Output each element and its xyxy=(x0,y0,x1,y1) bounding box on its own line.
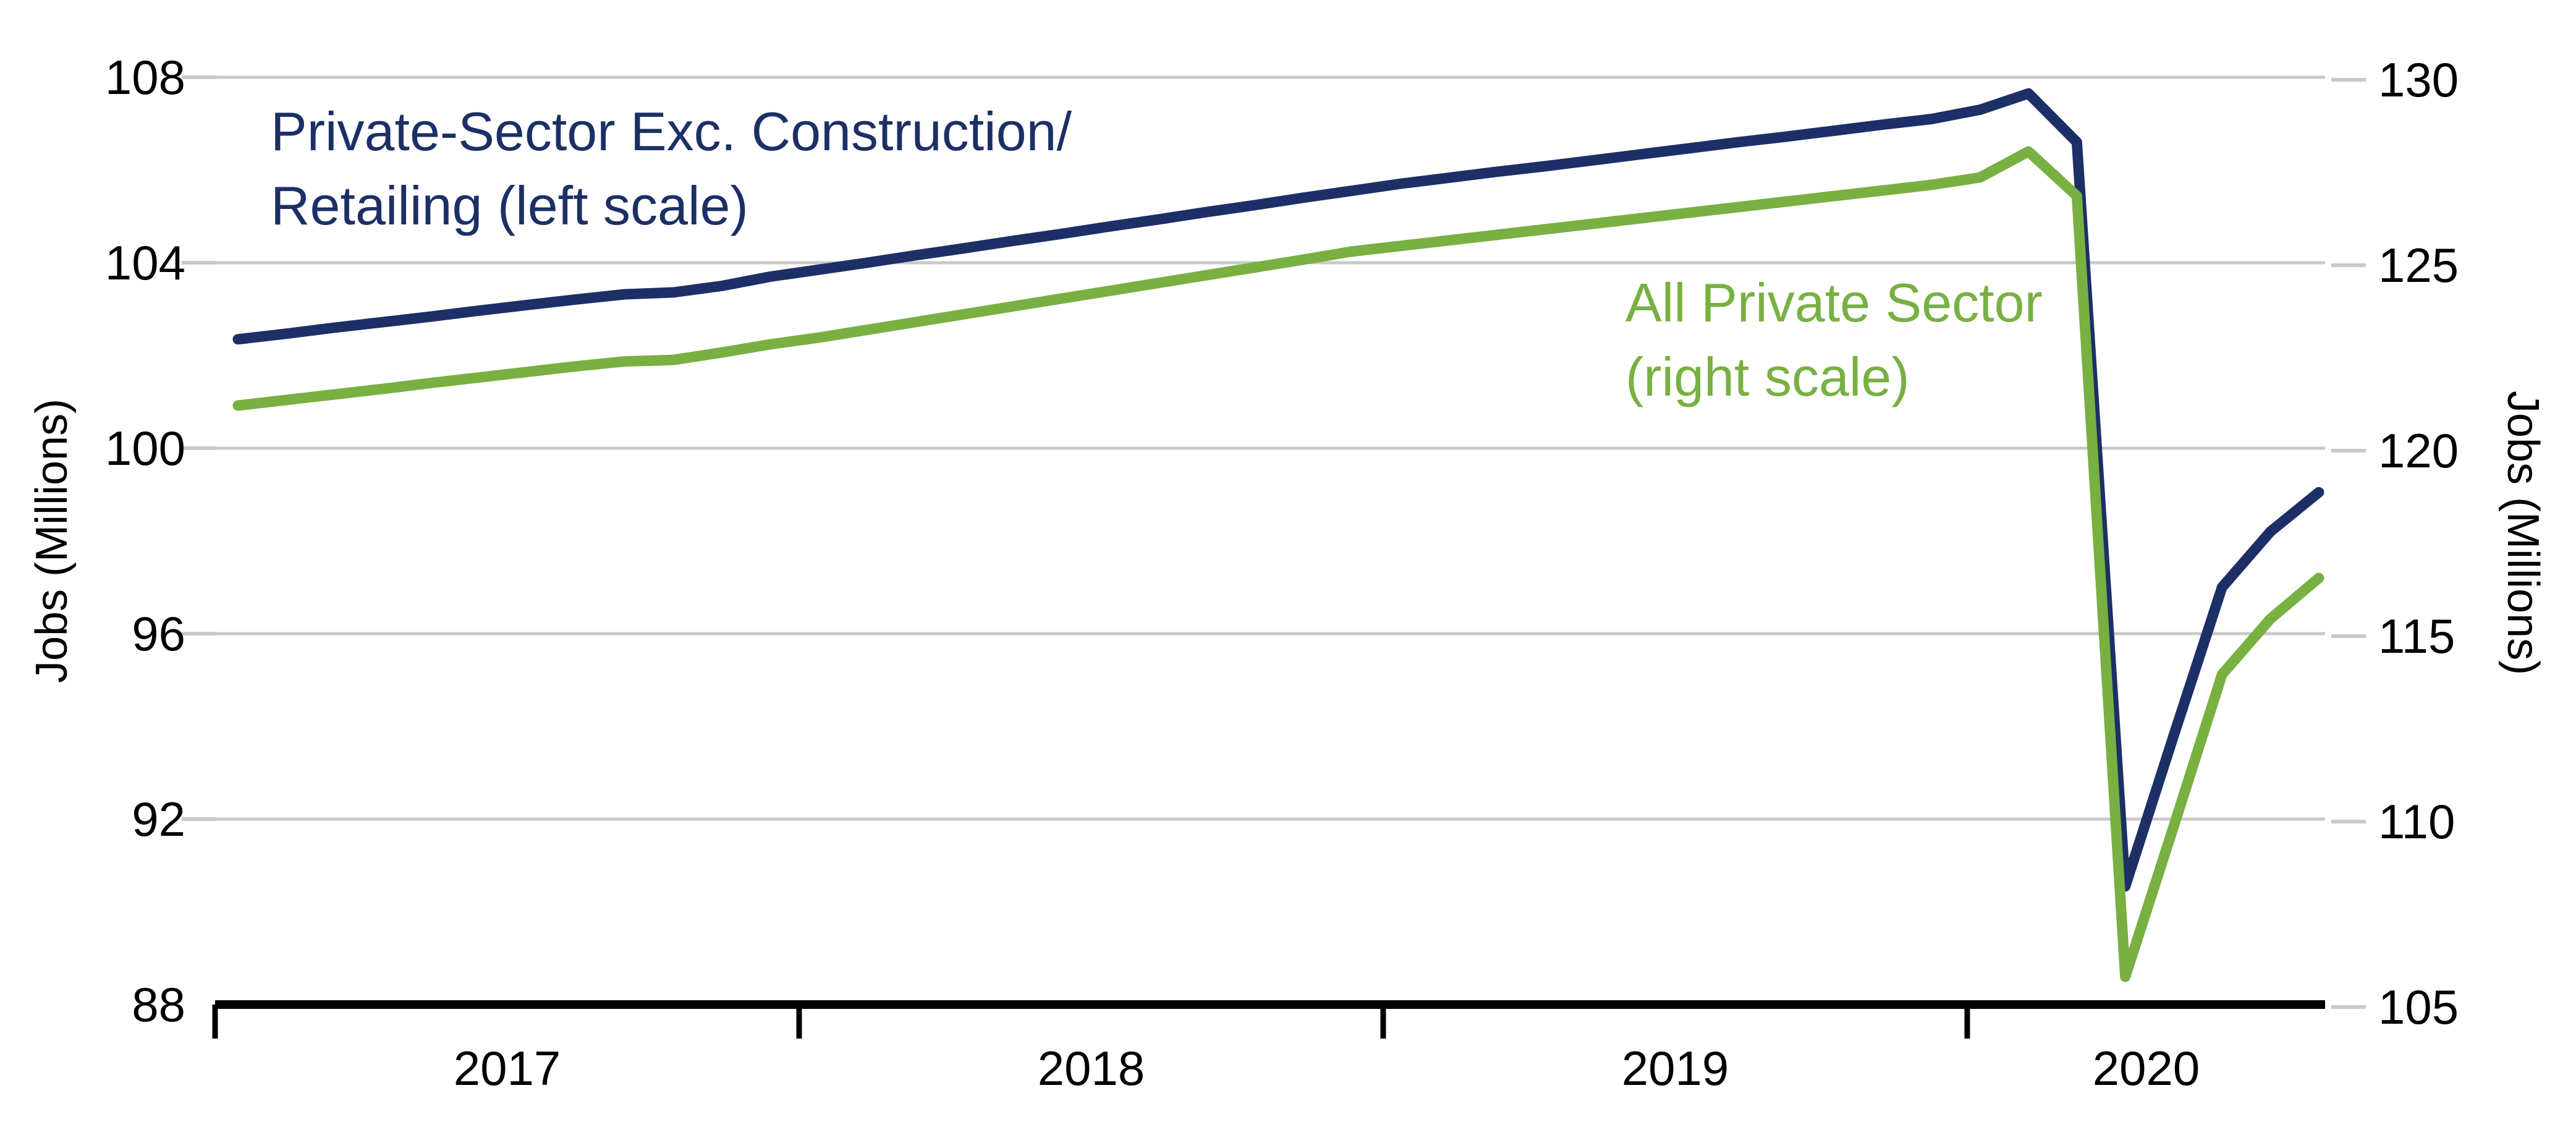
right-tick-label: 110 xyxy=(2378,794,2455,849)
left-axis-tick-labels: 108 104 100 96 92 88 xyxy=(105,50,185,1032)
legend-private-sector-exc: Private-Sector Exc. Construction/ Retail… xyxy=(271,101,1072,236)
x-axis: 2017 2018 2019 2020 xyxy=(212,1000,2325,1095)
right-tick-label: 115 xyxy=(2378,609,2455,663)
series-lines xyxy=(232,88,2324,982)
right-tick-label: 120 xyxy=(2378,423,2459,478)
legend-navy-line1: Private-Sector Exc. Construction/ xyxy=(271,101,1072,162)
left-tick-label: 88 xyxy=(132,977,185,1032)
tick-dashes xyxy=(182,75,2366,1009)
year-label: 2018 xyxy=(1038,1041,1145,1095)
left-tick-label: 100 xyxy=(105,421,185,475)
year-label: 2019 xyxy=(1622,1041,1729,1095)
right-tick-label: 130 xyxy=(2378,53,2459,107)
left-tick-label: 96 xyxy=(132,606,185,661)
gridlines xyxy=(216,75,2325,821)
right-tick-label: 105 xyxy=(2378,980,2459,1034)
year-label: 2017 xyxy=(454,1041,561,1095)
left-axis-title: Jobs (Millions) xyxy=(27,399,77,683)
right-axis-title: Jobs (Millions) xyxy=(2498,391,2548,675)
series-line-left xyxy=(232,88,2324,892)
left-tick-label: 108 xyxy=(105,50,185,104)
year-label: 2020 xyxy=(2093,1041,2200,1095)
left-tick-label: 104 xyxy=(105,236,185,290)
legend-all-private-sector: All Private Sector (right scale) xyxy=(1625,272,2043,407)
legend-green-line2: (right scale) xyxy=(1625,346,1910,407)
legend-green-line1: All Private Sector xyxy=(1625,272,2043,333)
legend-navy-line2: Retailing (left scale) xyxy=(271,175,748,236)
right-axis-tick-labels: 130 125 120 115 110 105 xyxy=(2378,53,2459,1034)
left-tick-label: 92 xyxy=(132,792,185,846)
right-tick-label: 125 xyxy=(2378,238,2459,292)
series-line-right xyxy=(232,146,2324,982)
